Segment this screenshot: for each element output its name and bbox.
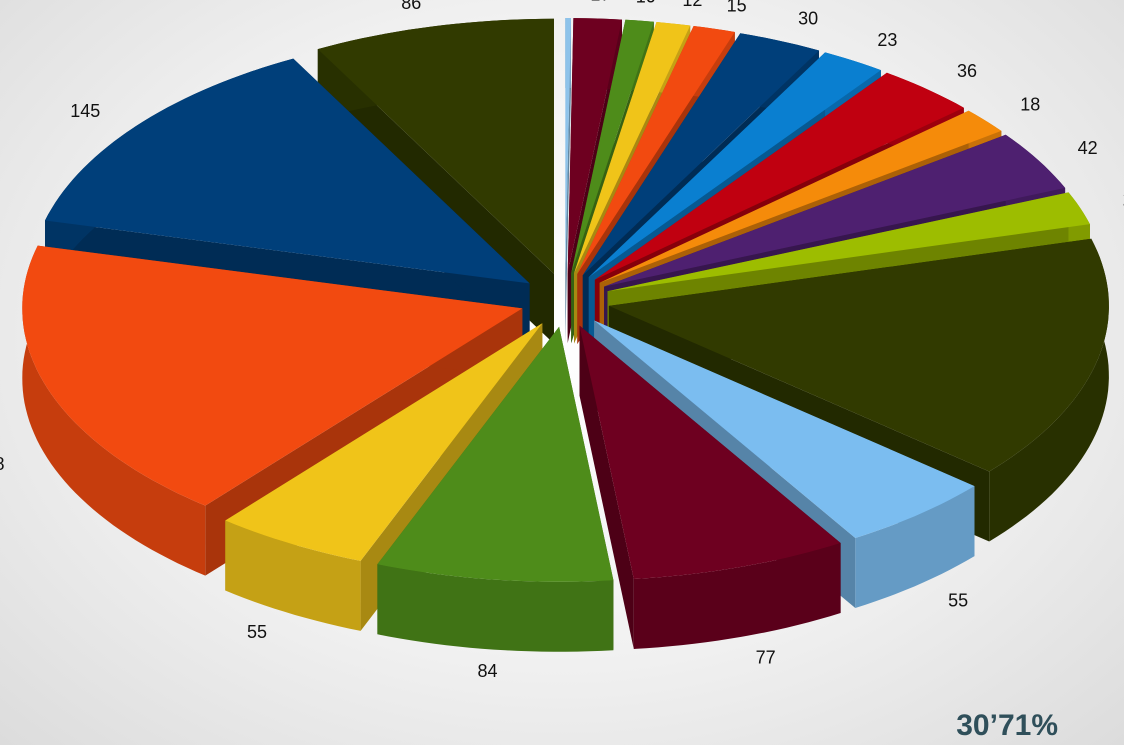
slice-top <box>45 58 530 284</box>
slice-top <box>604 134 1066 287</box>
slice-top <box>22 245 523 506</box>
data-label: 36 <box>957 61 977 81</box>
data-label: 42 <box>1078 138 1098 158</box>
slice-top <box>574 22 691 274</box>
data-label: 30 <box>798 9 818 29</box>
data-label: 23 <box>1123 189 1124 209</box>
data-label: 145 <box>70 101 100 121</box>
slice-top <box>567 18 622 273</box>
slice-top <box>608 238 1109 472</box>
slice-top <box>577 26 735 274</box>
slice-top <box>607 192 1090 292</box>
slice <box>377 326 614 652</box>
slice-top <box>599 110 1002 283</box>
slice-top <box>579 325 841 579</box>
data-label: 86 <box>401 0 421 13</box>
slice-wall <box>377 564 614 652</box>
data-label: 55 <box>247 622 267 642</box>
data-label: 198 <box>0 454 5 474</box>
slice-wall <box>989 238 1109 542</box>
slice-wall <box>22 245 206 576</box>
data-label: 77 <box>756 647 776 667</box>
slice-top <box>225 323 543 561</box>
slice-side <box>579 325 634 649</box>
slice-top <box>565 18 571 273</box>
slice-wall <box>855 486 975 608</box>
data-label: 17 <box>590 0 610 4</box>
slice <box>565 18 571 343</box>
slice-wall <box>225 520 361 631</box>
data-label: 18 <box>1020 95 1040 115</box>
data-label: 15 <box>727 0 747 15</box>
slice-top <box>594 72 964 280</box>
slice-wall <box>633 543 841 649</box>
slice <box>579 325 841 649</box>
pie: 2171012861530233618145422317019855557784 <box>0 0 1124 681</box>
slice-top <box>582 33 819 276</box>
slice-top <box>377 326 614 582</box>
data-label: 12 <box>682 0 702 10</box>
slice-top <box>317 18 554 274</box>
data-label: 10 <box>636 0 656 7</box>
data-label: 23 <box>877 30 897 50</box>
slice-top <box>594 320 975 538</box>
data-label: 84 <box>478 661 498 681</box>
slice-top <box>588 52 881 278</box>
data-label: 2 <box>563 0 573 4</box>
slice-side <box>565 18 571 343</box>
data-label: 55 <box>948 591 968 611</box>
annotation: 30’71% <box>956 709 1058 742</box>
slice-top <box>571 19 654 274</box>
